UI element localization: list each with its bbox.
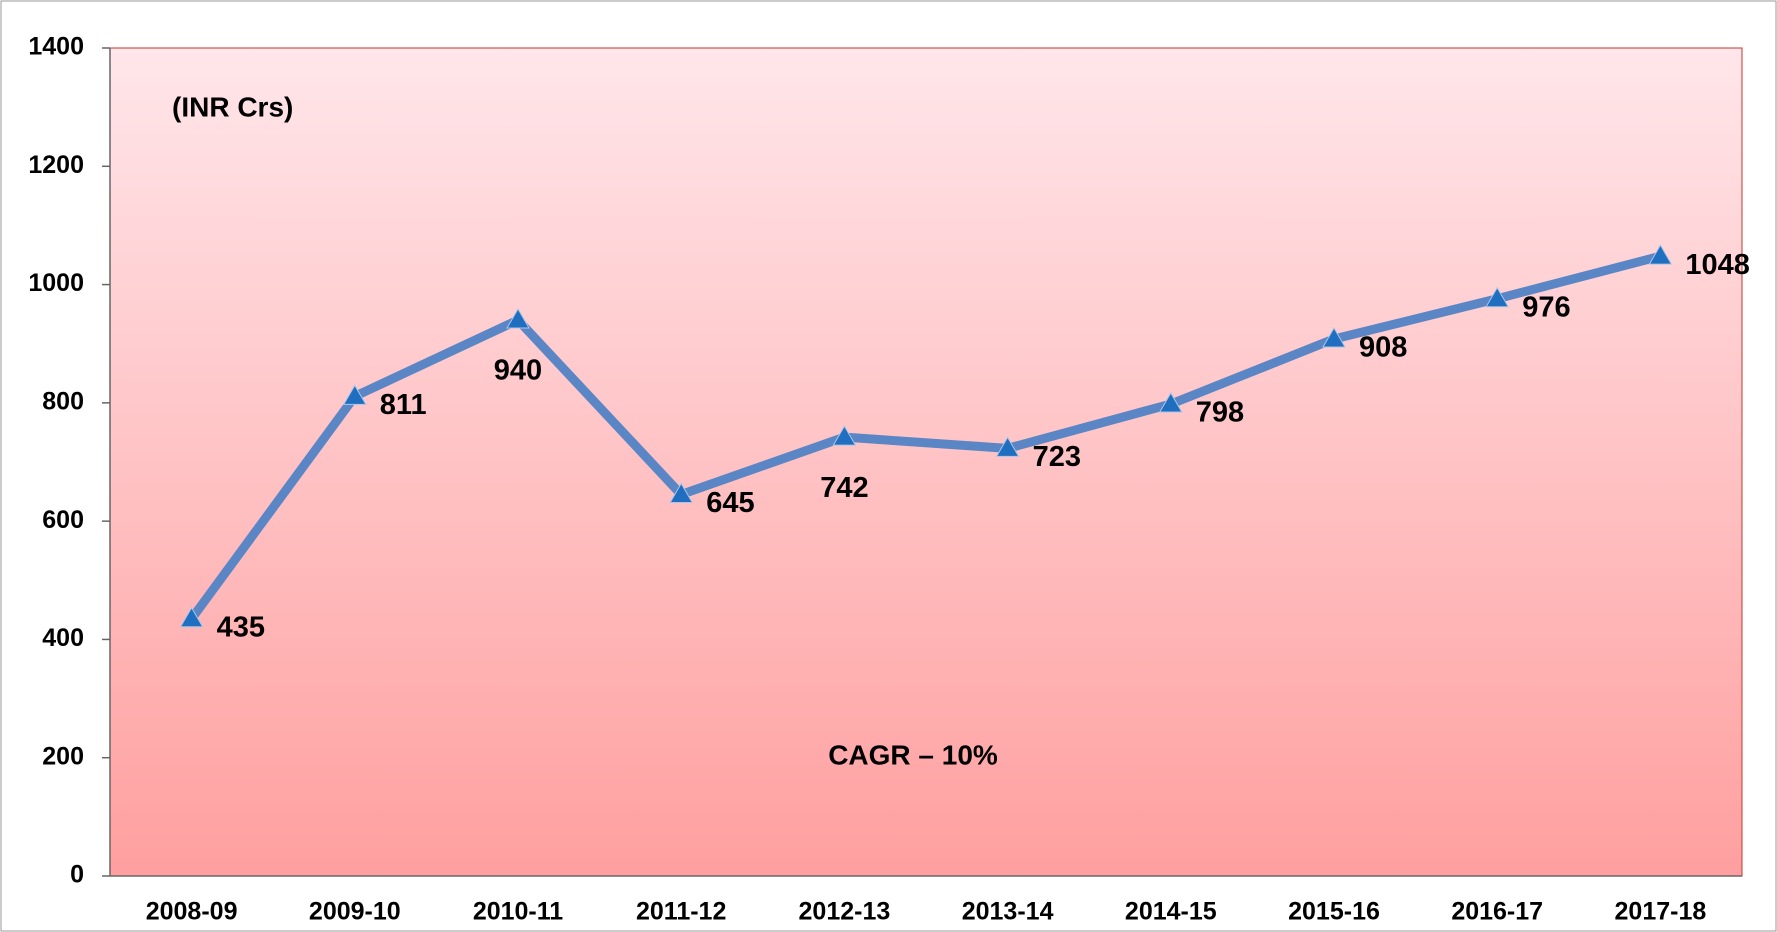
y-tick-label: 1400 <box>28 33 84 61</box>
marker <box>179 606 204 628</box>
data-label: 435 <box>217 611 265 643</box>
cagr-label: CAGR – 10% <box>828 739 998 770</box>
marker <box>669 482 694 504</box>
x-tick-label: 2010-11 <box>473 898 563 926</box>
y-tick-label: 200 <box>42 742 84 770</box>
x-tick-label: 2008-09 <box>146 898 238 926</box>
data-label: 908 <box>1359 332 1407 364</box>
y-tick-label: 400 <box>42 624 84 652</box>
x-tick-label: 2016-17 <box>1451 898 1543 926</box>
marker <box>506 308 530 329</box>
x-tick-label: 2012-13 <box>799 898 891 926</box>
y-tick-label: 0 <box>70 861 84 889</box>
marker <box>1648 244 1673 265</box>
x-tick-label: 2009-10 <box>309 898 401 926</box>
data-label: 811 <box>380 389 427 421</box>
data-label: 723 <box>1033 441 1081 473</box>
y-tick-label: 800 <box>42 387 84 415</box>
x-tick-label: 2015-16 <box>1288 898 1380 926</box>
marker <box>1485 286 1510 308</box>
x-tick-label: 2011-12 <box>636 898 726 926</box>
marker <box>1322 326 1346 348</box>
data-label: 742 <box>820 472 868 504</box>
x-tick-label: 2014-15 <box>1125 898 1217 926</box>
marker <box>995 436 1020 457</box>
x-tick-label: 2013-14 <box>962 898 1054 926</box>
marker <box>832 425 857 446</box>
y-tick-label: 1000 <box>28 269 84 297</box>
y-tick-label: 600 <box>42 506 84 534</box>
marker <box>1158 392 1183 413</box>
marker <box>342 384 367 405</box>
x-tick-label: 2017-18 <box>1615 898 1707 926</box>
data-label: 1048 <box>1685 249 1750 281</box>
data-label: 976 <box>1522 291 1570 323</box>
data-label: 940 <box>494 355 542 387</box>
plot-area <box>109 47 1743 877</box>
data-label: 645 <box>706 487 754 519</box>
y-tick-label: 1200 <box>28 151 84 179</box>
data-label: 798 <box>1196 397 1244 429</box>
unit-label: (INR Crs) <box>172 91 293 122</box>
series-line <box>187 251 1662 622</box>
